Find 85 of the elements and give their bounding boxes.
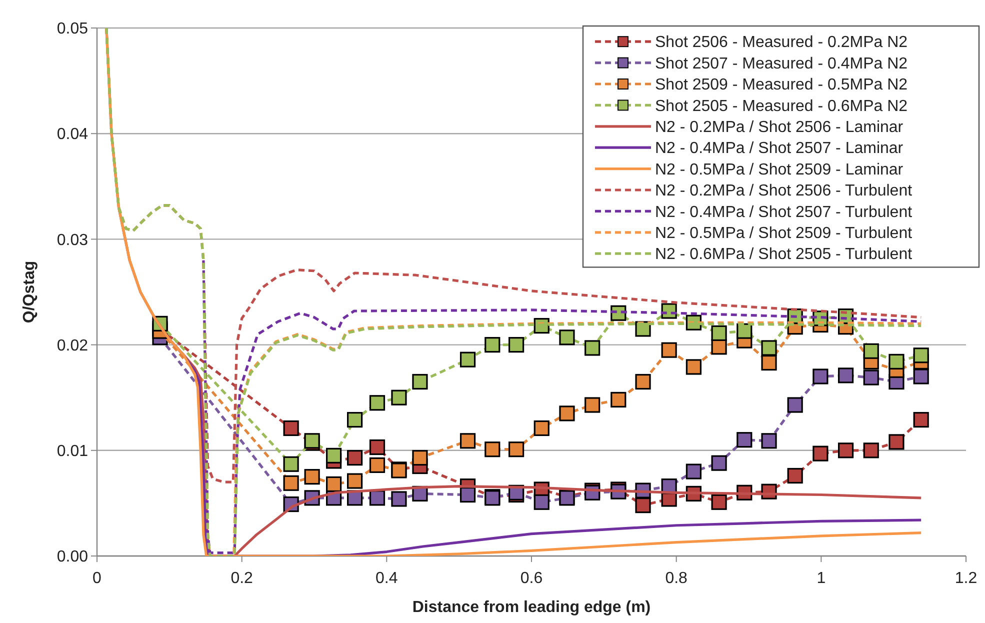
- point: [812, 368, 828, 384]
- point: [559, 406, 575, 422]
- point: [610, 392, 626, 408]
- legend-label: Shot 2507 - Measured - 0.4MPa N2: [655, 55, 908, 72]
- point: [913, 348, 929, 364]
- point: [326, 476, 342, 492]
- point: [508, 337, 524, 353]
- point: [736, 432, 752, 448]
- point: [584, 340, 600, 356]
- point: [761, 433, 777, 449]
- point: [812, 446, 828, 462]
- point: [584, 397, 600, 413]
- x-tick-label: 0.4: [376, 570, 398, 587]
- point: [761, 340, 777, 356]
- y-tick-label: 0.00: [56, 548, 88, 566]
- point: [838, 442, 854, 458]
- legend-label: Shot 2509 - Measured - 0.5MPa N2: [655, 76, 908, 94]
- point: [761, 354, 777, 371]
- point: [326, 448, 342, 464]
- point: [736, 323, 752, 339]
- point: [888, 354, 904, 370]
- legend-label: N2 - 0.5MPa / Shot 2509 - Laminar: [655, 161, 904, 178]
- point: [635, 321, 651, 337]
- point: [347, 473, 363, 489]
- point: [347, 450, 363, 466]
- point: [787, 468, 803, 484]
- legend-label: N2 - 0.4MPa / Shot 2507 - Laminar: [655, 140, 904, 158]
- point: [369, 490, 386, 506]
- legend-label: N2 - 0.5MPa / Shot 2509 - Turbulent: [655, 225, 913, 242]
- point: [283, 475, 299, 491]
- point: [369, 395, 386, 411]
- point: [787, 397, 803, 413]
- point: [391, 491, 407, 507]
- legend-label: N2 - 0.2MPa / Shot 2506 - Turbulent: [655, 182, 913, 200]
- point: [391, 390, 407, 406]
- point: [484, 337, 500, 353]
- point: [913, 368, 929, 384]
- point: [913, 412, 929, 428]
- x-axis-title: Distance from leading edge (m): [412, 599, 651, 616]
- point: [460, 352, 476, 368]
- y-tick-label: 0.01: [56, 443, 88, 460]
- point: [369, 457, 386, 473]
- point: [559, 330, 575, 346]
- legend-label: N2 - 0.2MPa / Shot 2506 - Laminar: [655, 119, 904, 136]
- point: [686, 464, 702, 480]
- point: [686, 359, 702, 375]
- point: [635, 498, 651, 514]
- point: [635, 374, 651, 390]
- legend-label: Shot 2506 - Measured - 0.2MPa N2: [655, 34, 908, 52]
- point: [863, 442, 879, 458]
- point: [838, 368, 854, 384]
- x-tick-label: 0: [92, 570, 102, 587]
- point: [283, 456, 299, 472]
- y-tick-label: 0.04: [56, 126, 88, 144]
- x-tick-label: 1: [816, 570, 826, 587]
- point: [711, 455, 727, 471]
- legend-label: N2 - 0.6MPa / Shot 2505 - Turbulent: [655, 246, 913, 264]
- legend-label: N2 - 0.4MPa / Shot 2507 - Turbulent: [655, 204, 913, 221]
- point: [711, 494, 727, 510]
- point: [347, 412, 363, 428]
- point: [534, 420, 550, 436]
- x-tick-label: 0.2: [230, 570, 254, 587]
- y-axis-title: Q/Qstag: [21, 260, 38, 324]
- legend-label: Shot 2505 - Measured - 0.6MPa N2: [655, 98, 908, 115]
- point: [508, 442, 524, 458]
- x-tick-label: 0.6: [520, 570, 543, 587]
- point: [460, 433, 476, 449]
- y-tick-label: 0.02: [56, 337, 88, 354]
- point: [484, 442, 500, 458]
- point: [863, 370, 879, 386]
- point: [283, 420, 299, 436]
- point: [460, 486, 476, 503]
- point: [863, 343, 879, 359]
- x-tick-label: 1.2: [954, 570, 978, 587]
- y-tick-label: 0.03: [56, 232, 88, 249]
- point: [711, 325, 727, 341]
- x-tick-label: 0.8: [665, 570, 688, 587]
- point: [888, 434, 904, 450]
- point: [661, 342, 677, 358]
- point: [412, 450, 428, 466]
- point: [304, 469, 320, 485]
- point: [369, 439, 386, 456]
- point: [534, 494, 550, 510]
- point: [412, 374, 428, 390]
- y-tick-label: 0.05: [56, 20, 88, 38]
